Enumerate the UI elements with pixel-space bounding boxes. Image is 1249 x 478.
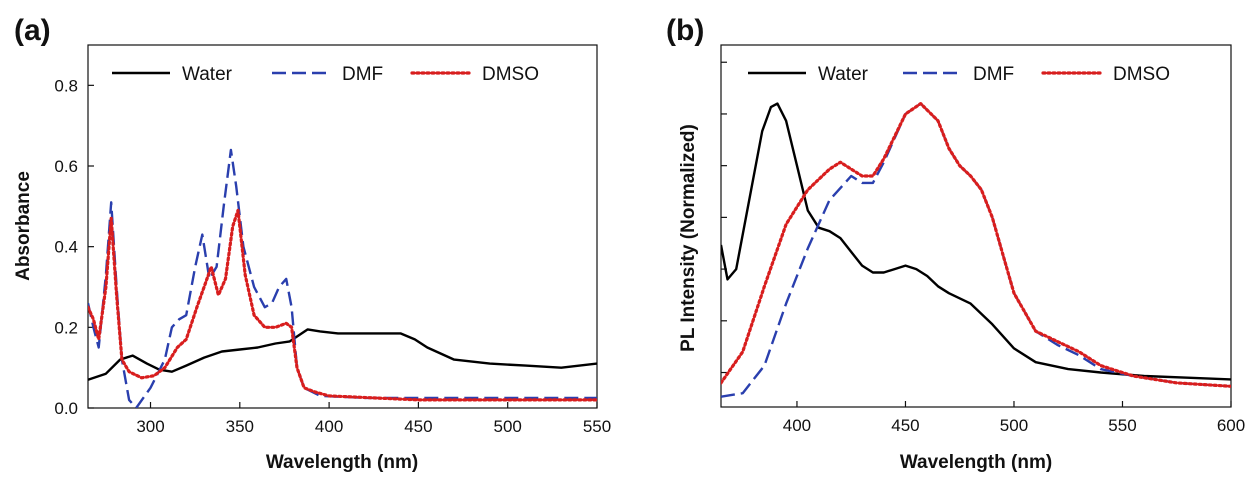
legend-a: Water DMF DMSO	[112, 64, 539, 85]
ticks-a: 300 350 400 450 500 550 0.0 0.2 0.4 0.6 0.8	[54, 76, 611, 436]
legend-label-dmso-b: DMSO	[1113, 64, 1170, 85]
x-tick-label-a: 350	[226, 417, 254, 436]
y-tick-label-a: 0.6	[54, 157, 78, 176]
x-tick-label-b: 550	[1108, 416, 1136, 435]
x-tick-label-a: 500	[494, 417, 522, 436]
series-line-dmso-b	[721, 104, 1231, 387]
legend-label-dmf-a: DMF	[342, 64, 383, 85]
plot-frame-a	[88, 45, 597, 408]
x-tick-label-a: 300	[136, 417, 164, 436]
series-line-dmf-b	[721, 104, 1231, 397]
legend-label-dmf-b: DMF	[973, 64, 1014, 85]
x-axis-title-a: Wavelength (nm)	[266, 452, 418, 473]
y-tick-label-a: 0.4	[54, 238, 78, 257]
plot-frame-b	[721, 45, 1231, 407]
x-tick-label-b: 600	[1217, 416, 1245, 435]
y-axis-title-b: PL Intensity (Normalized)	[678, 124, 699, 352]
series-line-water-a	[88, 329, 597, 379]
legend-b: Water DMF DMSO	[748, 64, 1170, 85]
x-tick-label-a: 550	[583, 417, 611, 436]
x-axis-title-b: Wavelength (nm)	[900, 452, 1052, 473]
legend-label-dmso-a: DMSO	[482, 64, 539, 85]
y-tick-label-a: 0.8	[54, 76, 78, 95]
panel-label-a: (a)	[14, 14, 51, 47]
chart-panel-a: (a) 300 350 400 450 500 550 0.0 0.2 0.4 0.6 0.8 Wa…	[13, 14, 611, 473]
panel-label-b: (b)	[666, 14, 704, 47]
series-a	[88, 150, 597, 408]
y-tick-label-a: 0.2	[54, 318, 78, 337]
chart-panel-b: (b) 400 450 500 550 600 Water DMF DMSO Wavelen…	[666, 14, 1245, 473]
legend-label-water-a: Water	[182, 64, 233, 85]
y-tick-label-a: 0.0	[54, 399, 78, 418]
series-line-water-b	[721, 104, 1231, 380]
x-tick-label-b: 500	[1000, 416, 1028, 435]
x-tick-label-a: 450	[404, 417, 432, 436]
legend-label-water-b: Water	[818, 64, 869, 85]
y-axis-title-a: Absorbance	[13, 171, 34, 281]
x-tick-label-b: 450	[891, 416, 919, 435]
x-tick-label-a: 400	[315, 417, 343, 436]
x-tick-label-b: 400	[783, 416, 811, 435]
ticks-b: 400 450 500 550 600	[721, 62, 1245, 435]
series-b	[721, 104, 1231, 397]
